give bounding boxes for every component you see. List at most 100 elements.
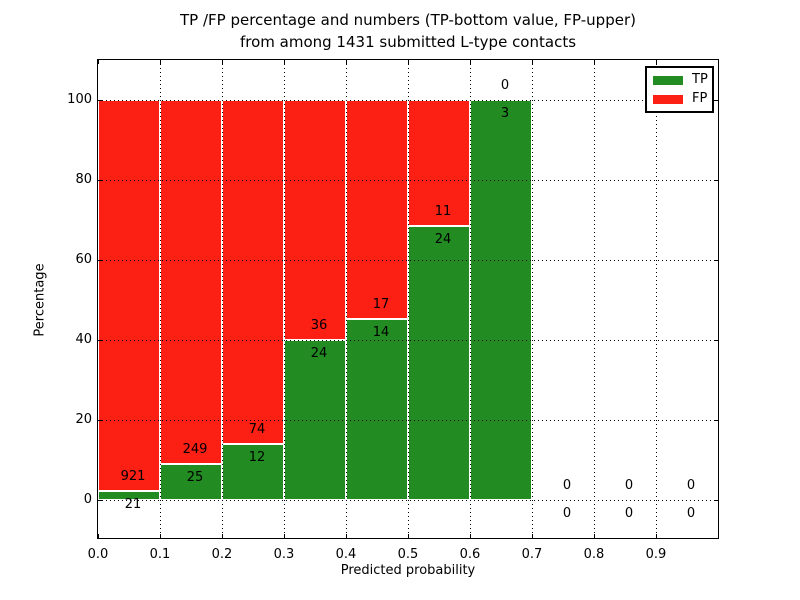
x-tick-label: 0.4	[335, 547, 357, 562]
plot-area: 921 21 249 25 74 12 36 24 17 14 11 24 0 3 0 0 0 0 0 0	[97, 59, 719, 539]
chart-title-line1: TP /FP percentage and numbers (TP-bottom…	[180, 11, 636, 29]
x-tick-top	[469, 60, 471, 64]
x-tick-label: 0.8	[583, 547, 605, 562]
ticks-layer	[97, 60, 718, 538]
x-tick-bottom	[345, 534, 347, 538]
x-tick-bottom	[159, 534, 161, 538]
y-tick-left	[98, 259, 102, 261]
annotations-layer: 921 21 249 25 74 12 36 24 17 14 11 24 0 3 0 0 0 0 0 0	[98, 60, 718, 538]
x-tick-top	[159, 60, 161, 64]
tp-count-label: 24	[310, 346, 328, 361]
gridline-vertical	[531, 60, 533, 538]
bar-segment-tp	[470, 100, 532, 500]
tp-swatch-icon	[653, 75, 683, 85]
tp-count-label: 0	[624, 506, 634, 521]
y-tick-right	[714, 259, 718, 261]
x-tick-label: 0.5	[397, 547, 419, 562]
gridline-horizontal	[98, 419, 718, 421]
bar-segment-fp	[346, 100, 408, 320]
gridline-horizontal	[98, 179, 718, 181]
y-tick-label: 80	[75, 172, 92, 187]
fp-count-label: 0	[624, 478, 634, 493]
gridline-horizontal	[98, 259, 718, 261]
x-tick-top	[593, 60, 595, 64]
fp-swatch-icon	[653, 94, 683, 104]
gridline-vertical	[159, 60, 161, 538]
bar-segment-fp	[284, 100, 346, 340]
tp-count-label: 14	[372, 325, 390, 341]
x-tick-label: 0.6	[459, 547, 481, 562]
tp-count-label: 3	[500, 106, 510, 121]
fp-count-label: 0	[562, 478, 572, 493]
fp-count-label: 921	[120, 469, 146, 485]
y-tick-right	[714, 339, 718, 341]
y-tick-left	[98, 179, 102, 181]
bar-segment-tp	[408, 225, 470, 500]
x-tick-bottom	[283, 534, 285, 538]
x-tick-top	[283, 60, 285, 64]
fp-count-label: 0	[686, 478, 696, 493]
x-tick-bottom	[97, 534, 99, 538]
legend-label-tp: TP	[692, 72, 708, 87]
gridline-horizontal	[98, 339, 718, 341]
gridline-horizontal	[98, 99, 718, 101]
fp-count-label: 17	[372, 297, 390, 313]
fp-count-label: 249	[182, 441, 208, 457]
y-axis-label: Percentage	[32, 263, 48, 337]
x-tick-bottom	[407, 534, 409, 538]
gridline-vertical	[283, 60, 285, 538]
x-tick-bottom	[531, 534, 533, 538]
x-tick-bottom	[593, 534, 595, 538]
x-tick-top	[655, 60, 657, 64]
x-tick-bottom	[221, 534, 223, 538]
gridline-vertical	[469, 60, 471, 538]
y-tick-left	[98, 99, 102, 101]
tp-count-label: 12	[248, 450, 266, 466]
y-tick-right	[714, 179, 718, 181]
gridline-vertical	[345, 60, 347, 538]
fp-count-label: 74	[248, 422, 266, 438]
bar-segment-tp	[346, 319, 408, 500]
gridline-vertical	[407, 60, 409, 538]
x-tick-top	[97, 60, 99, 64]
x-tick-label: 0.2	[211, 547, 233, 562]
x-tick-bottom	[655, 534, 657, 538]
y-tick-label: 0	[83, 492, 92, 507]
tp-count-label: 24	[434, 231, 452, 247]
x-tick-label: 0.1	[149, 547, 171, 562]
x-axis-label: Predicted probability	[340, 563, 476, 578]
tp-count-label: 25	[186, 469, 204, 485]
fp-count-label: 11	[434, 203, 452, 219]
x-tick-label: 0.7	[521, 547, 543, 562]
chart-title-line2: from among 1431 submitted L-type contact…	[239, 33, 577, 51]
tp-count-label: 21	[124, 497, 142, 513]
gridline-vertical	[655, 60, 657, 538]
x-tick-label: 0.3	[273, 547, 295, 562]
legend-item-tp: TP	[653, 72, 708, 88]
y-tick-left	[98, 499, 102, 501]
y-tick-label: 40	[75, 332, 92, 347]
x-tick-top	[221, 60, 223, 64]
bar-segment-fp	[408, 100, 470, 226]
x-tick-top	[345, 60, 347, 64]
y-tick-left	[98, 339, 102, 341]
fp-count-label: 36	[310, 318, 328, 333]
y-tick-right	[714, 499, 718, 501]
chart-title: TP /FP percentage and numbers (TP-bottom…	[98, 9, 718, 53]
y-tick-label: 20	[75, 412, 92, 427]
gridline-horizontal	[98, 499, 718, 501]
legend: TP FP	[645, 66, 714, 113]
grid-layer	[98, 60, 718, 538]
y-tick-right	[714, 99, 718, 101]
legend-label-fp: FP	[692, 91, 708, 106]
x-tick-bottom	[469, 534, 471, 538]
y-tick-label: 60	[75, 252, 92, 267]
fp-count-label: 0	[500, 78, 510, 93]
y-tick-left	[98, 419, 102, 421]
x-tick-top	[531, 60, 533, 64]
bar-segment-tp	[222, 444, 284, 500]
tp-count-label: 0	[562, 506, 572, 521]
bars-layer	[98, 60, 718, 538]
bar-segment-fp	[160, 100, 222, 464]
legend-item-fp: FP	[653, 91, 708, 107]
